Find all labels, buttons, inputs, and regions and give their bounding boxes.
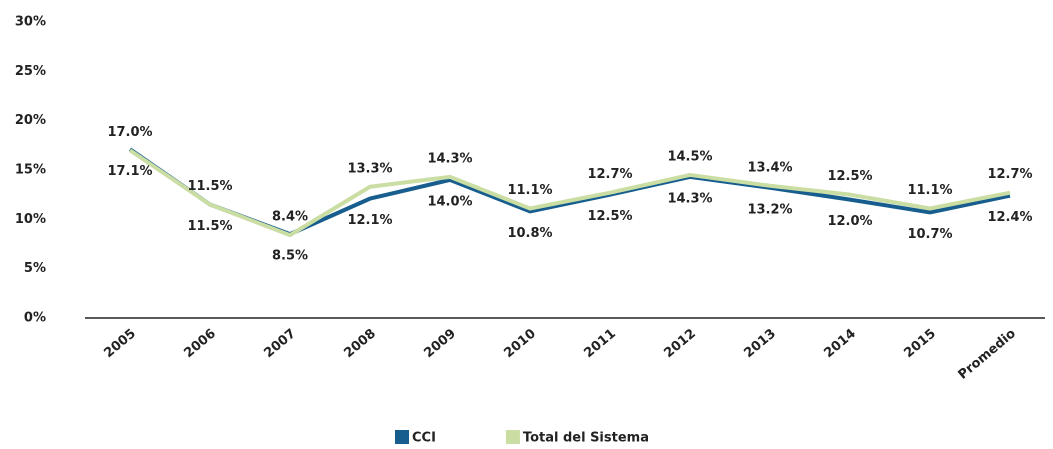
series-line [128, 147, 1011, 237]
y-tick-label: 25% [15, 64, 46, 79]
legend-swatch [505, 430, 520, 444]
y-tick-label: 10% [15, 212, 46, 227]
data-label: 12.0% [827, 214, 872, 229]
y-tick-label: 15% [15, 163, 46, 178]
series-line [128, 148, 1011, 238]
y-tick-label: 0% [24, 311, 46, 326]
legend-label: CCI [412, 431, 436, 446]
data-label: 11.1% [907, 183, 952, 198]
data-label: 14.3% [427, 151, 472, 166]
y-tick-label: 20% [15, 113, 46, 128]
data-label: 11.5% [187, 219, 232, 234]
data-label: 11.5% [187, 179, 232, 194]
data-label: 8.4% [272, 210, 308, 225]
data-label: 17.1% [107, 164, 152, 179]
x-tick-label: Promedio [956, 326, 1019, 382]
data-label: 11.1% [507, 183, 552, 198]
data-label: 14.0% [427, 194, 472, 209]
x-tick-label: 2008 [341, 326, 378, 361]
x-tick-label: 2007 [261, 326, 298, 361]
y-tick-label: 5% [24, 261, 46, 276]
x-tick-label: 2011 [581, 326, 618, 361]
data-label: 10.8% [507, 226, 552, 241]
y-tick-label: 30% [15, 15, 46, 30]
data-label: 12.4% [987, 210, 1032, 225]
x-tick-label: 2009 [421, 326, 458, 361]
data-label: 13.3% [347, 161, 392, 176]
data-label: 10.7% [907, 227, 952, 242]
x-tick-label: 2012 [661, 326, 698, 361]
data-label: 12.7% [987, 167, 1032, 182]
data-label: 14.5% [667, 149, 712, 164]
data-label: 12.7% [587, 167, 632, 182]
x-tick-label: 2006 [181, 326, 218, 361]
x-tick-label: 2014 [821, 326, 858, 361]
data-label: 12.5% [587, 209, 632, 224]
data-label: 12.5% [827, 169, 872, 184]
data-label: 12.1% [347, 213, 392, 228]
legend-swatch [395, 430, 409, 444]
data-label: 13.4% [747, 160, 792, 175]
x-tick-label: 2005 [101, 326, 138, 361]
x-tick-label: 2015 [901, 326, 938, 361]
data-label: 14.3% [667, 191, 712, 206]
data-label: 17.0% [107, 125, 152, 140]
x-tick-label: 2013 [741, 326, 778, 361]
data-label: 13.2% [747, 202, 792, 217]
x-tick-label: 2010 [501, 326, 538, 361]
legend-label: Total del Sistema [523, 431, 649, 446]
data-label: 8.5% [272, 249, 308, 264]
